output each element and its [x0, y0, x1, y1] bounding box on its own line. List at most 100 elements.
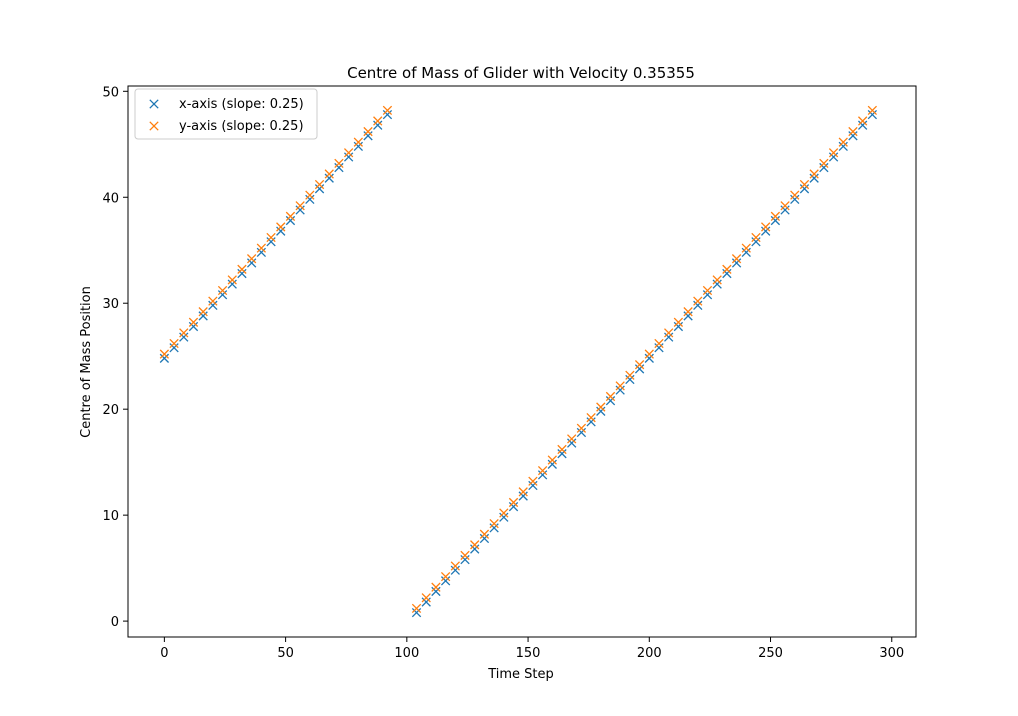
axes-frame: [127, 85, 917, 638]
data-point: [528, 480, 538, 491]
data-point: [237, 268, 247, 279]
data-point: [343, 148, 354, 158]
data-point: [576, 423, 587, 433]
data-point: [848, 131, 858, 141]
y-tick-label: 50: [102, 85, 119, 100]
data-point: [838, 141, 848, 152]
legend-marker: [149, 121, 159, 131]
data-point: [295, 201, 305, 211]
data-point: [314, 184, 325, 194]
data-point: [440, 571, 451, 582]
data-point: [431, 586, 441, 597]
data-point: [489, 518, 499, 529]
data-point: [528, 476, 538, 486]
data-point: [819, 162, 829, 173]
data-point: [256, 243, 267, 253]
data-point: [382, 105, 393, 116]
data-point: [479, 529, 490, 539]
data-point: [353, 137, 363, 147]
data-point: [217, 285, 228, 296]
x-tick-label: 100: [394, 646, 419, 661]
data-point: [373, 116, 383, 126]
data-point: [722, 264, 732, 274]
data-point: [353, 141, 363, 152]
data-point: [731, 254, 742, 264]
y-tick-label: 30: [102, 297, 119, 312]
data-point: [499, 512, 509, 522]
data-point: [654, 343, 664, 353]
data-point: [208, 296, 218, 306]
data-point: [266, 237, 276, 247]
data-point: [217, 290, 228, 300]
x-tick-label: 300: [879, 646, 904, 661]
data-point: [644, 349, 654, 359]
data-point: [256, 247, 267, 258]
data-point: [421, 597, 431, 607]
data-point: [537, 465, 548, 476]
data-point: [654, 338, 664, 349]
data-point: [450, 565, 460, 575]
legend-marker-x-axis: [149, 99, 159, 109]
data-point: [615, 381, 625, 391]
data-point: [470, 540, 480, 550]
data-point: [644, 353, 654, 363]
data-point: [373, 120, 383, 130]
data-point: [305, 194, 315, 205]
data-point: [518, 487, 528, 497]
data-point: [305, 190, 315, 200]
data-point: [857, 116, 868, 126]
data-point: [198, 311, 208, 321]
data-point: [411, 603, 422, 614]
data-point: [596, 402, 606, 412]
data-point: [712, 279, 722, 289]
data-point: [741, 243, 751, 253]
legend-marker: [149, 99, 159, 109]
data-point: [770, 215, 781, 226]
data-point: [790, 194, 800, 205]
data-point: [848, 126, 858, 137]
data-point: [586, 413, 596, 423]
data-point: [567, 434, 577, 444]
plot-area: 0 50 100 150 200 250 300 0 10 20 30 40 50: [102, 85, 917, 661]
data-point: [702, 290, 713, 300]
data-point: [673, 317, 684, 327]
data-point: [634, 364, 645, 374]
data-point: [460, 554, 470, 565]
data-point: [867, 105, 878, 116]
data-point: [489, 523, 499, 533]
data-point: [857, 120, 868, 130]
x-tick-label: 150: [516, 646, 541, 661]
data-point: [712, 275, 722, 285]
data-point: [188, 317, 199, 327]
data-point: [450, 561, 460, 571]
data-point: [276, 226, 286, 236]
data-point: [605, 391, 616, 402]
x-tick-label: 50: [277, 646, 294, 661]
data-point: [169, 343, 179, 353]
data-point: [838, 137, 848, 147]
data-point: [179, 332, 189, 342]
data-point: [547, 459, 557, 469]
data-point: [576, 427, 587, 438]
data-point: [334, 162, 344, 173]
data-point: [508, 502, 519, 512]
data-point: [741, 247, 751, 258]
data-point: [431, 582, 441, 592]
data-point: [479, 533, 490, 544]
data-point: [208, 300, 218, 310]
legend-label-x-axis: x-axis (slope: 0.25): [179, 97, 304, 112]
data-point: [819, 158, 829, 169]
data-point: [237, 264, 247, 274]
y-tick-label: 20: [102, 403, 119, 418]
legend-label-y-axis: y-axis (slope: 0.25): [179, 119, 304, 134]
data-point: [421, 593, 431, 603]
data-point: [246, 258, 257, 268]
data-point: [518, 491, 528, 501]
data-point: [683, 311, 693, 321]
data-point: [664, 332, 674, 342]
y-tick-label: 10: [102, 509, 119, 524]
data-point: [673, 321, 684, 332]
data-point: [227, 275, 237, 285]
data-point: [615, 385, 625, 395]
